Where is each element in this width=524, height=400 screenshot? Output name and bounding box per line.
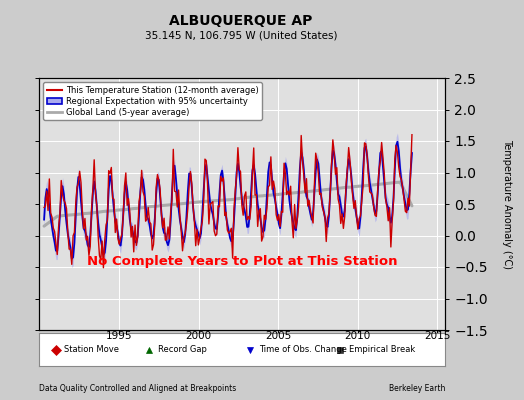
Text: Berkeley Earth: Berkeley Earth — [389, 384, 445, 393]
Text: 2010: 2010 — [345, 331, 371, 341]
Text: 2015: 2015 — [424, 331, 451, 341]
Text: No Complete Years to Plot at This Station: No Complete Years to Plot at This Statio… — [87, 256, 398, 268]
Text: 1995: 1995 — [106, 331, 132, 341]
Text: 2005: 2005 — [265, 331, 291, 341]
Text: ALBUQUERQUE AP: ALBUQUERQUE AP — [169, 14, 313, 28]
Text: Station Move: Station Move — [64, 345, 119, 354]
Y-axis label: Temperature Anomaly (°C): Temperature Anomaly (°C) — [502, 139, 512, 269]
Text: Record Gap: Record Gap — [158, 345, 207, 354]
Text: Data Quality Controlled and Aligned at Breakpoints: Data Quality Controlled and Aligned at B… — [39, 384, 236, 393]
Legend: This Temperature Station (12-month average), Regional Expectation with 95% uncer: This Temperature Station (12-month avera… — [43, 82, 262, 120]
Text: 35.145 N, 106.795 W (United States): 35.145 N, 106.795 W (United States) — [145, 30, 337, 40]
Text: Time of Obs. Change: Time of Obs. Change — [259, 345, 347, 354]
Text: 2000: 2000 — [185, 331, 212, 341]
Text: Empirical Break: Empirical Break — [349, 345, 415, 354]
